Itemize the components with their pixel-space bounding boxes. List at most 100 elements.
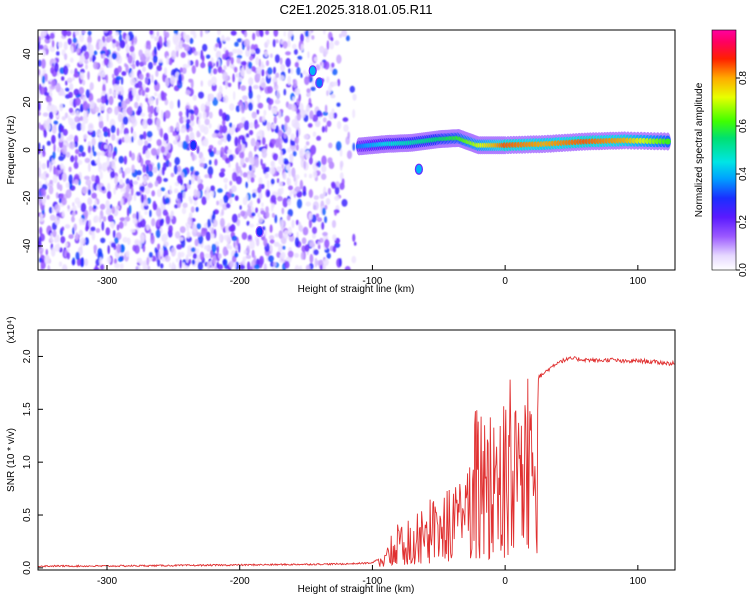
noise-speckle	[155, 118, 161, 128]
noise-speckle	[65, 189, 72, 199]
noise-speckle	[287, 75, 292, 86]
noise-speckle	[251, 212, 256, 217]
noise-speckle	[235, 105, 241, 113]
spectrogram-y-label: Frequency (Hz)	[6, 116, 17, 185]
noise-speckle	[67, 115, 71, 123]
noise-speckle	[86, 54, 89, 59]
noise-speckle	[91, 230, 96, 241]
noise-speckle	[78, 145, 84, 153]
noise-speckle	[231, 235, 238, 242]
noise-speckle	[147, 170, 154, 177]
noise-speckle	[71, 211, 76, 217]
noise-speckle	[204, 118, 210, 126]
noise-speckle	[321, 264, 326, 270]
noise-speckle	[145, 97, 149, 103]
noise-speckle	[251, 111, 257, 119]
noise-speckle	[240, 61, 247, 66]
noise-speckle	[311, 232, 317, 239]
noise-speckle	[282, 172, 287, 180]
noise-speckle	[299, 148, 305, 157]
noise-speckle	[273, 115, 277, 124]
noise-speckle	[208, 93, 215, 101]
noise-speckle	[267, 86, 273, 94]
noise-speckle	[202, 43, 208, 52]
noise-speckle	[61, 116, 66, 121]
noise-speckle	[290, 67, 294, 75]
noise-speckle	[94, 264, 98, 270]
noise-speckle	[283, 160, 290, 165]
noise-speckle	[201, 196, 207, 206]
noise-speckle	[292, 150, 297, 157]
noise-speckle	[160, 263, 164, 269]
noise-speckle	[321, 173, 327, 180]
noise-speckle	[59, 163, 64, 170]
noise-speckle	[87, 35, 92, 44]
noise-speckle	[189, 198, 193, 205]
noise-speckle	[134, 244, 140, 254]
noise-speckle	[214, 158, 218, 166]
noise-speckle	[38, 69, 41, 76]
noise-speckle	[227, 82, 232, 88]
noise-speckle	[165, 215, 171, 225]
noise-speckle	[85, 64, 88, 70]
noise-speckle	[152, 166, 158, 174]
noise-speckle	[271, 266, 275, 270]
noise-speckle	[193, 188, 198, 198]
noise-speckle	[38, 36, 41, 42]
noise-speckle	[299, 179, 304, 190]
noise-speckle	[144, 186, 151, 195]
noise-speckle	[125, 250, 130, 258]
noise-speckle	[45, 74, 48, 82]
noise-speckle	[190, 247, 196, 253]
noise-speckle	[113, 164, 116, 171]
noise-speckle	[53, 143, 56, 153]
noise-speckle	[313, 249, 319, 256]
noise-speckle	[334, 40, 340, 46]
noise-speckle	[97, 75, 101, 82]
noise-speckle	[93, 61, 99, 70]
noise-speckle	[178, 111, 183, 117]
noise-speckle	[61, 76, 65, 81]
noise-speckle	[253, 255, 257, 265]
noise-speckle	[171, 50, 177, 60]
noise-speckle	[87, 145, 91, 154]
noise-speckle	[119, 217, 126, 222]
noise-speckle	[255, 207, 259, 214]
noise-speckle	[257, 186, 262, 194]
noise-speckle	[223, 234, 228, 241]
noise-speckle	[190, 78, 194, 89]
noise-speckle	[110, 124, 116, 134]
noise-speckle	[110, 242, 116, 248]
noise-speckle	[122, 116, 129, 125]
noise-speckle	[105, 160, 111, 166]
noise-speckle	[146, 224, 150, 231]
noise-speckle	[102, 165, 108, 171]
noise-speckle	[143, 60, 147, 66]
noise-speckle	[198, 112, 202, 119]
noise-speckle	[298, 93, 302, 102]
noise-speckle	[164, 255, 171, 262]
noise-speckle	[163, 67, 168, 76]
noise-speckle	[168, 262, 172, 269]
y-tick-label: 0	[22, 147, 33, 153]
noise-speckle	[244, 157, 250, 163]
noise-speckle	[305, 201, 311, 207]
noise-speckle	[158, 169, 163, 177]
noise-speckle	[186, 118, 191, 124]
noise-speckle	[291, 219, 295, 229]
noise-speckle	[239, 205, 242, 210]
noise-speckle	[73, 223, 77, 232]
noise-speckle	[151, 148, 157, 156]
noise-speckle	[251, 260, 255, 267]
noise-speckle	[145, 265, 148, 270]
noise-speckle	[45, 173, 49, 178]
noise-speckle	[341, 178, 345, 186]
noise-speckle	[74, 155, 78, 163]
noise-speckle	[119, 179, 124, 184]
noise-speckle	[77, 159, 83, 165]
noise-speckle	[294, 61, 299, 68]
noise-speckle	[280, 63, 286, 72]
noise-speckle	[245, 48, 251, 57]
noise-speckle	[269, 224, 273, 233]
noise-speckle	[215, 43, 219, 48]
